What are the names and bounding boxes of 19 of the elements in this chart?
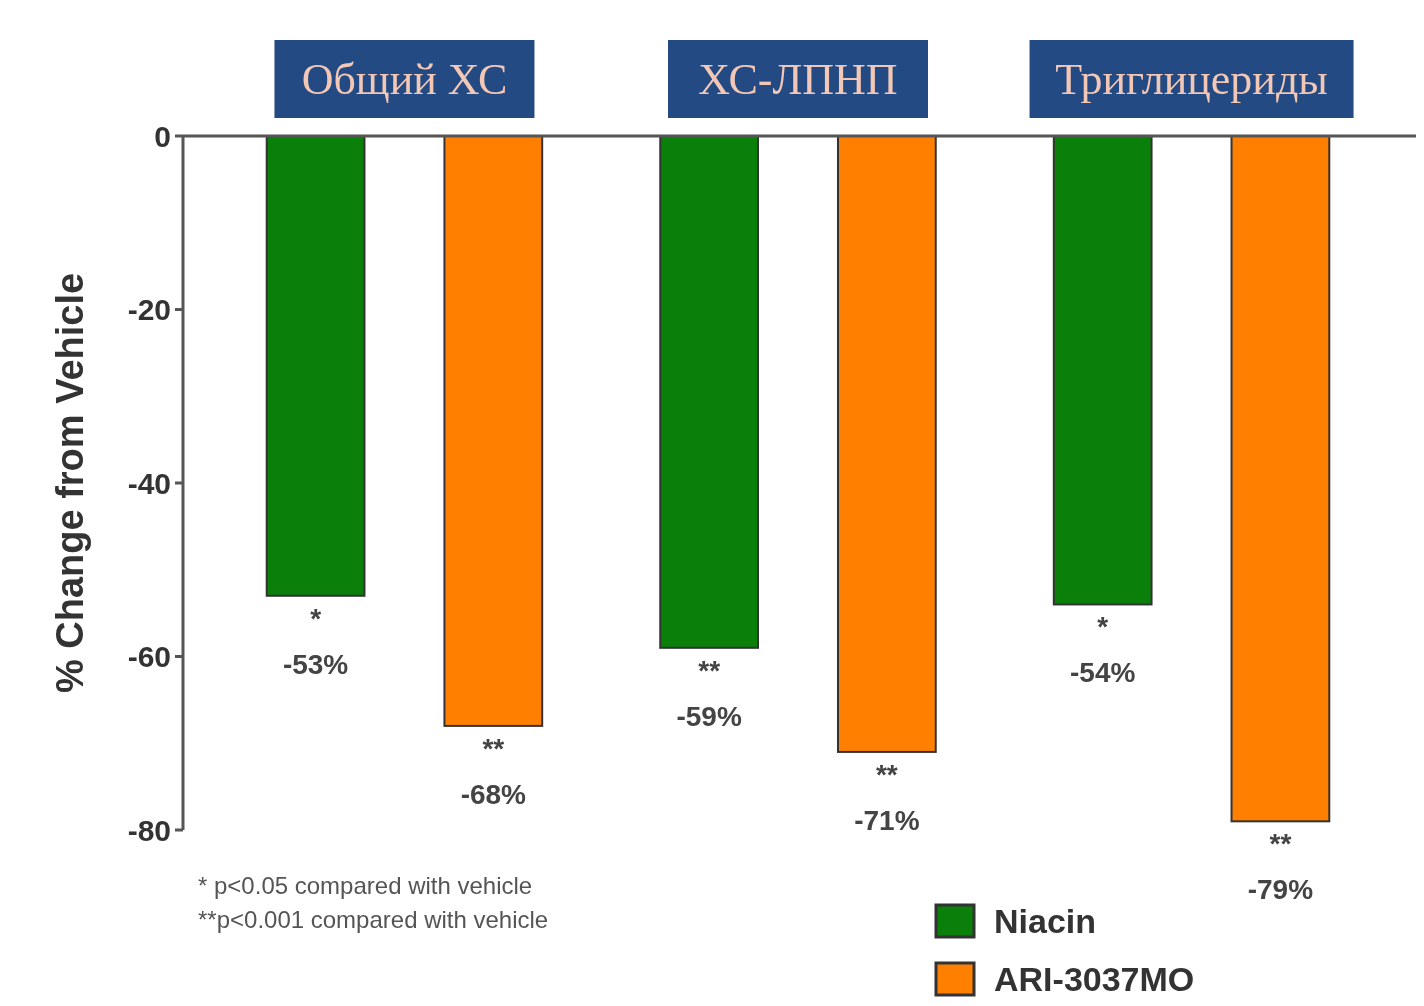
y-tick-label: 0 xyxy=(154,119,171,153)
y-tick-label: -60 xyxy=(127,640,171,673)
x-tick-label: ХС-ЛПНП xyxy=(698,55,898,104)
data-label: ** -79% xyxy=(1247,828,1314,906)
y-axis-title: % Change from Vehicle xyxy=(49,272,91,694)
y-tick-label: -20 xyxy=(127,293,171,326)
data-label: * -54% xyxy=(1070,611,1136,689)
legend-label: ARI-3037MO xyxy=(994,959,1195,998)
x-tick-label: Триглицериды xyxy=(1055,55,1328,104)
text: * p<0.05 compared with vehicle xyxy=(198,872,533,899)
text: **p<0.001 compared with vehicle xyxy=(198,906,549,933)
legend-label: Niacin xyxy=(994,901,1097,940)
data-label: ** -59% xyxy=(676,654,742,732)
data-label: * -53% xyxy=(282,602,349,680)
y-tick-label: -80 xyxy=(127,813,171,847)
x-tick-label: Общий ХС xyxy=(301,55,508,104)
data-label: ** -68% xyxy=(460,732,527,810)
data-label: ** -71% xyxy=(854,758,920,836)
y-tick-label: -40 xyxy=(127,466,171,500)
